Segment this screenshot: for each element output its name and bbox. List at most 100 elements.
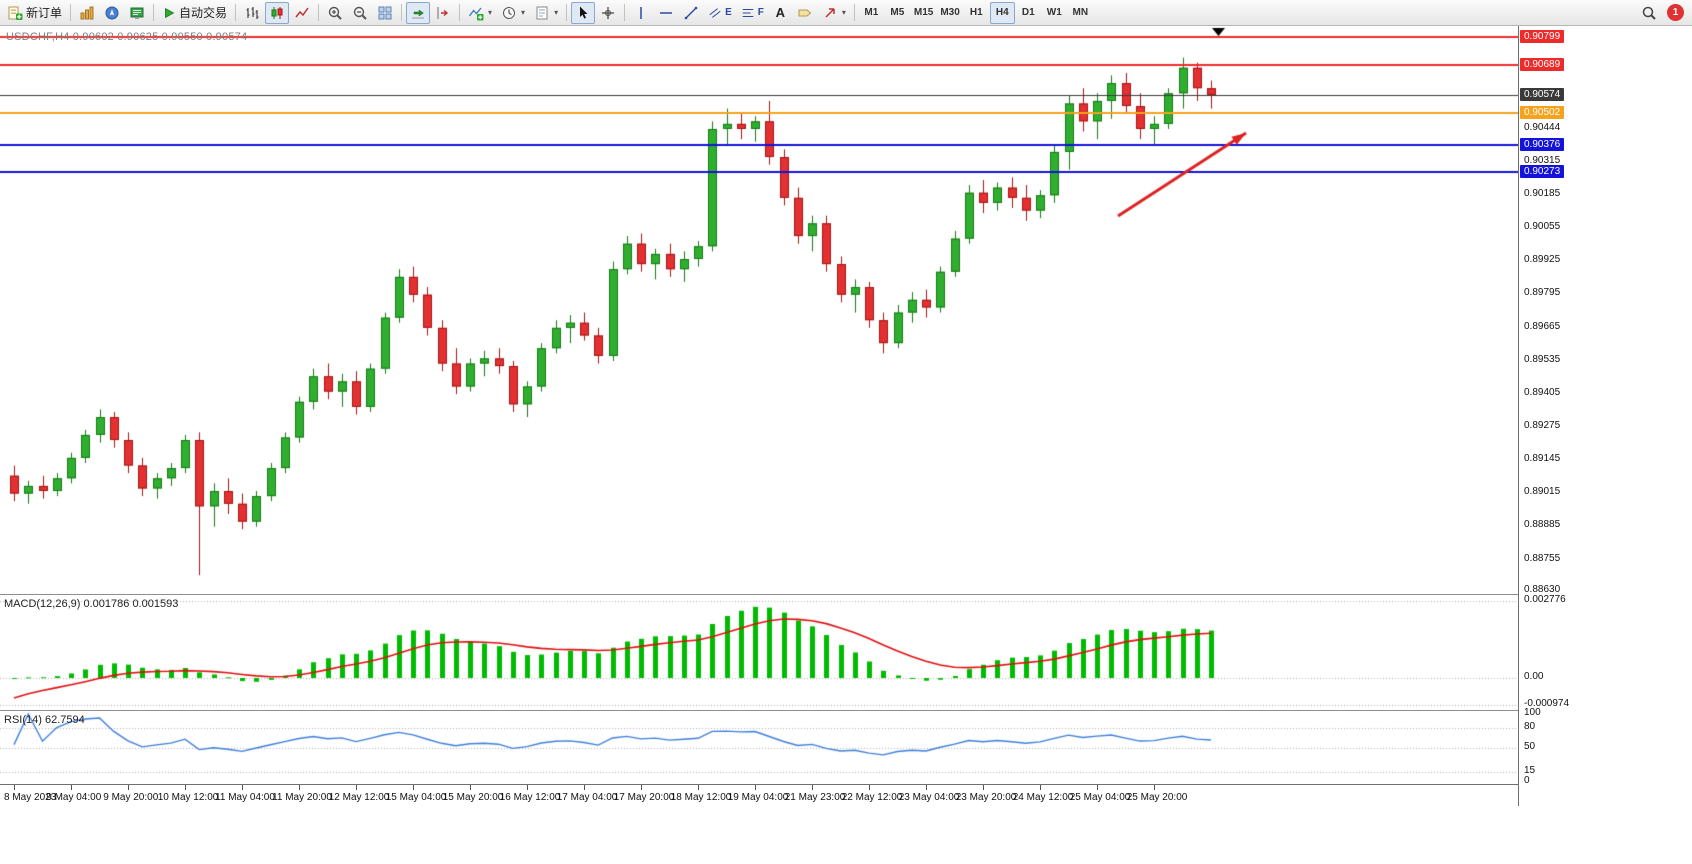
time-label: 23 May 04:00 [898, 792, 960, 803]
arrows-tool-button[interactable] [818, 2, 850, 24]
toolbar-separator [459, 4, 461, 21]
timeframe-button-m30[interactable]: M30 [937, 2, 962, 24]
crosshair-button[interactable] [596, 2, 620, 24]
timeframe-button-m15[interactable]: M15 [911, 2, 936, 24]
time-axis[interactable]: 8 May 2023 9 May 04:00 9 May 20:00 10 May 1… [0, 784, 1518, 806]
time-label: 8 May 2023 [4, 792, 57, 803]
timeframe-button-mn[interactable]: MN [1068, 2, 1093, 24]
rsi-axis-label: 15 [1524, 764, 1536, 776]
time-tick [812, 785, 813, 790]
price-label: 0.90055 [1524, 221, 1561, 233]
macd-axis-label: 0.002776 [1524, 594, 1566, 605]
timeframe-button-m1[interactable]: M1 [859, 2, 884, 24]
time-tick [242, 785, 243, 790]
rsi-axis-label: 80 [1524, 720, 1536, 732]
rsi-value: 62.7594 [44, 714, 85, 726]
price-axis[interactable]: 0.90444 0.90315 0.90185 0.90055 0.89925 0.897… [1518, 26, 1692, 806]
time-tick [1040, 785, 1041, 790]
macd-canvas[interactable] [0, 595, 1518, 711]
symbol-period-label: USDCHF,H4 [6, 31, 70, 43]
channel-letter: E [725, 7, 732, 18]
vertical-line-button[interactable] [629, 2, 653, 24]
line-chart-button[interactable] [290, 2, 314, 24]
main-chart-canvas[interactable] [0, 26, 1518, 594]
time-label: 25 May 04:00 [1069, 792, 1131, 803]
auto-scroll-button[interactable] [406, 1, 431, 24]
terminal-button[interactable] [125, 2, 149, 24]
indicators-icon [469, 7, 484, 20]
timeframe-button-m5[interactable]: M5 [885, 2, 910, 24]
tile-windows-icon [378, 6, 392, 19]
time-label: 12 May 12:00 [328, 792, 390, 803]
templates-button[interactable] [530, 2, 562, 24]
zoom-in-button[interactable] [323, 2, 347, 24]
price-tag-support: 0.90376 [1520, 138, 1565, 152]
time-tick [698, 785, 699, 790]
price-tag-level: 0.90502 [1520, 106, 1565, 120]
price-tag-current-price: 0.90574 [1520, 87, 1565, 101]
timeframe-button-h1[interactable]: H1 [964, 2, 989, 24]
time-label: 25 May 20:00 [1126, 792, 1188, 803]
navigator-icon [105, 6, 119, 19]
time-label: 24 May 12:00 [1012, 792, 1074, 803]
periods-button[interactable] [497, 2, 529, 24]
new-order-icon [8, 6, 23, 20]
price-label: 0.89795 [1524, 287, 1561, 299]
tile-windows-button[interactable] [373, 2, 397, 24]
chart-shift-button[interactable] [431, 2, 455, 24]
trendline-button[interactable] [679, 2, 703, 24]
fibonacci-button[interactable]: F [737, 2, 768, 24]
main-chart-panel: USDCHF,H4 0.90602 0.90625 0.90550 0.9057… [0, 26, 1518, 594]
time-label: 17 May 20:00 [613, 792, 675, 803]
toolbar-separator [318, 4, 320, 21]
text-label-icon [798, 9, 812, 16]
price-tag-resistance: 0.90689 [1520, 58, 1565, 72]
navigator-button[interactable] [100, 2, 124, 24]
macd-value-main: 0.001786 [83, 598, 130, 610]
timeframe-button-h4[interactable]: H4 [989, 1, 1015, 24]
text-label-button[interactable] [793, 2, 817, 24]
price-label: 0.89275 [1524, 420, 1561, 431]
bar-chart-button[interactable] [240, 2, 264, 24]
price-label: 0.90444 [1524, 121, 1561, 133]
rsi-label: RSI(14) 62.7594 [4, 714, 85, 726]
new-order-button[interactable]: 新订单 [3, 2, 66, 24]
price-label: 0.89665 [1524, 320, 1561, 332]
notification-badge[interactable]: 1 [1667, 4, 1684, 21]
price-label: 0.88885 [1524, 519, 1561, 531]
horizontal-line-button[interactable] [654, 2, 678, 24]
chart-area: USDCHF,H4 0.90602 0.90625 0.90550 0.9057… [0, 26, 1692, 864]
line-chart-icon [295, 7, 309, 17]
cursor-button[interactable] [571, 1, 596, 24]
market-watch-button[interactable] [75, 2, 99, 24]
time-label: 17 May 04:00 [556, 792, 618, 803]
autotrading-button[interactable]: 自动交易 [158, 2, 231, 24]
time-tick [470, 785, 471, 790]
periods-clock-icon [503, 6, 516, 19]
zoom-out-button[interactable] [348, 2, 372, 24]
auto-scroll-icon [412, 9, 425, 18]
search-button[interactable] [1637, 2, 1661, 24]
time-label: 10 May 12:00 [157, 792, 219, 803]
equidistant-channel-button[interactable]: E [704, 2, 736, 24]
time-tick [584, 785, 585, 790]
price-label: 0.89925 [1524, 254, 1561, 266]
price-label: 0.88755 [1524, 552, 1561, 564]
time-label: 15 May 04:00 [385, 792, 447, 803]
time-tick [869, 785, 870, 790]
timeframe-button-d1[interactable]: D1 [1016, 2, 1041, 24]
toolbar-separator [70, 4, 72, 21]
rsi-name: RSI(14) [4, 714, 42, 726]
timeframe-button-w1[interactable]: W1 [1042, 2, 1067, 24]
time-label: 11 May 04:00 [215, 792, 275, 803]
time-tick [71, 785, 72, 790]
autotrading-icon [165, 7, 175, 18]
time-label: 19 May 04:00 [727, 792, 789, 803]
text-tool-button[interactable]: A [769, 2, 792, 24]
macd-panel: MACD(12,26,9) 0.001786 0.001593 [0, 594, 1518, 711]
templates-icon [536, 6, 548, 19]
rsi-axis-label: 100 [1524, 707, 1541, 718]
rsi-canvas[interactable] [0, 711, 1518, 785]
indicators-button[interactable] [464, 2, 496, 24]
candlestick-chart-button[interactable] [265, 1, 290, 24]
